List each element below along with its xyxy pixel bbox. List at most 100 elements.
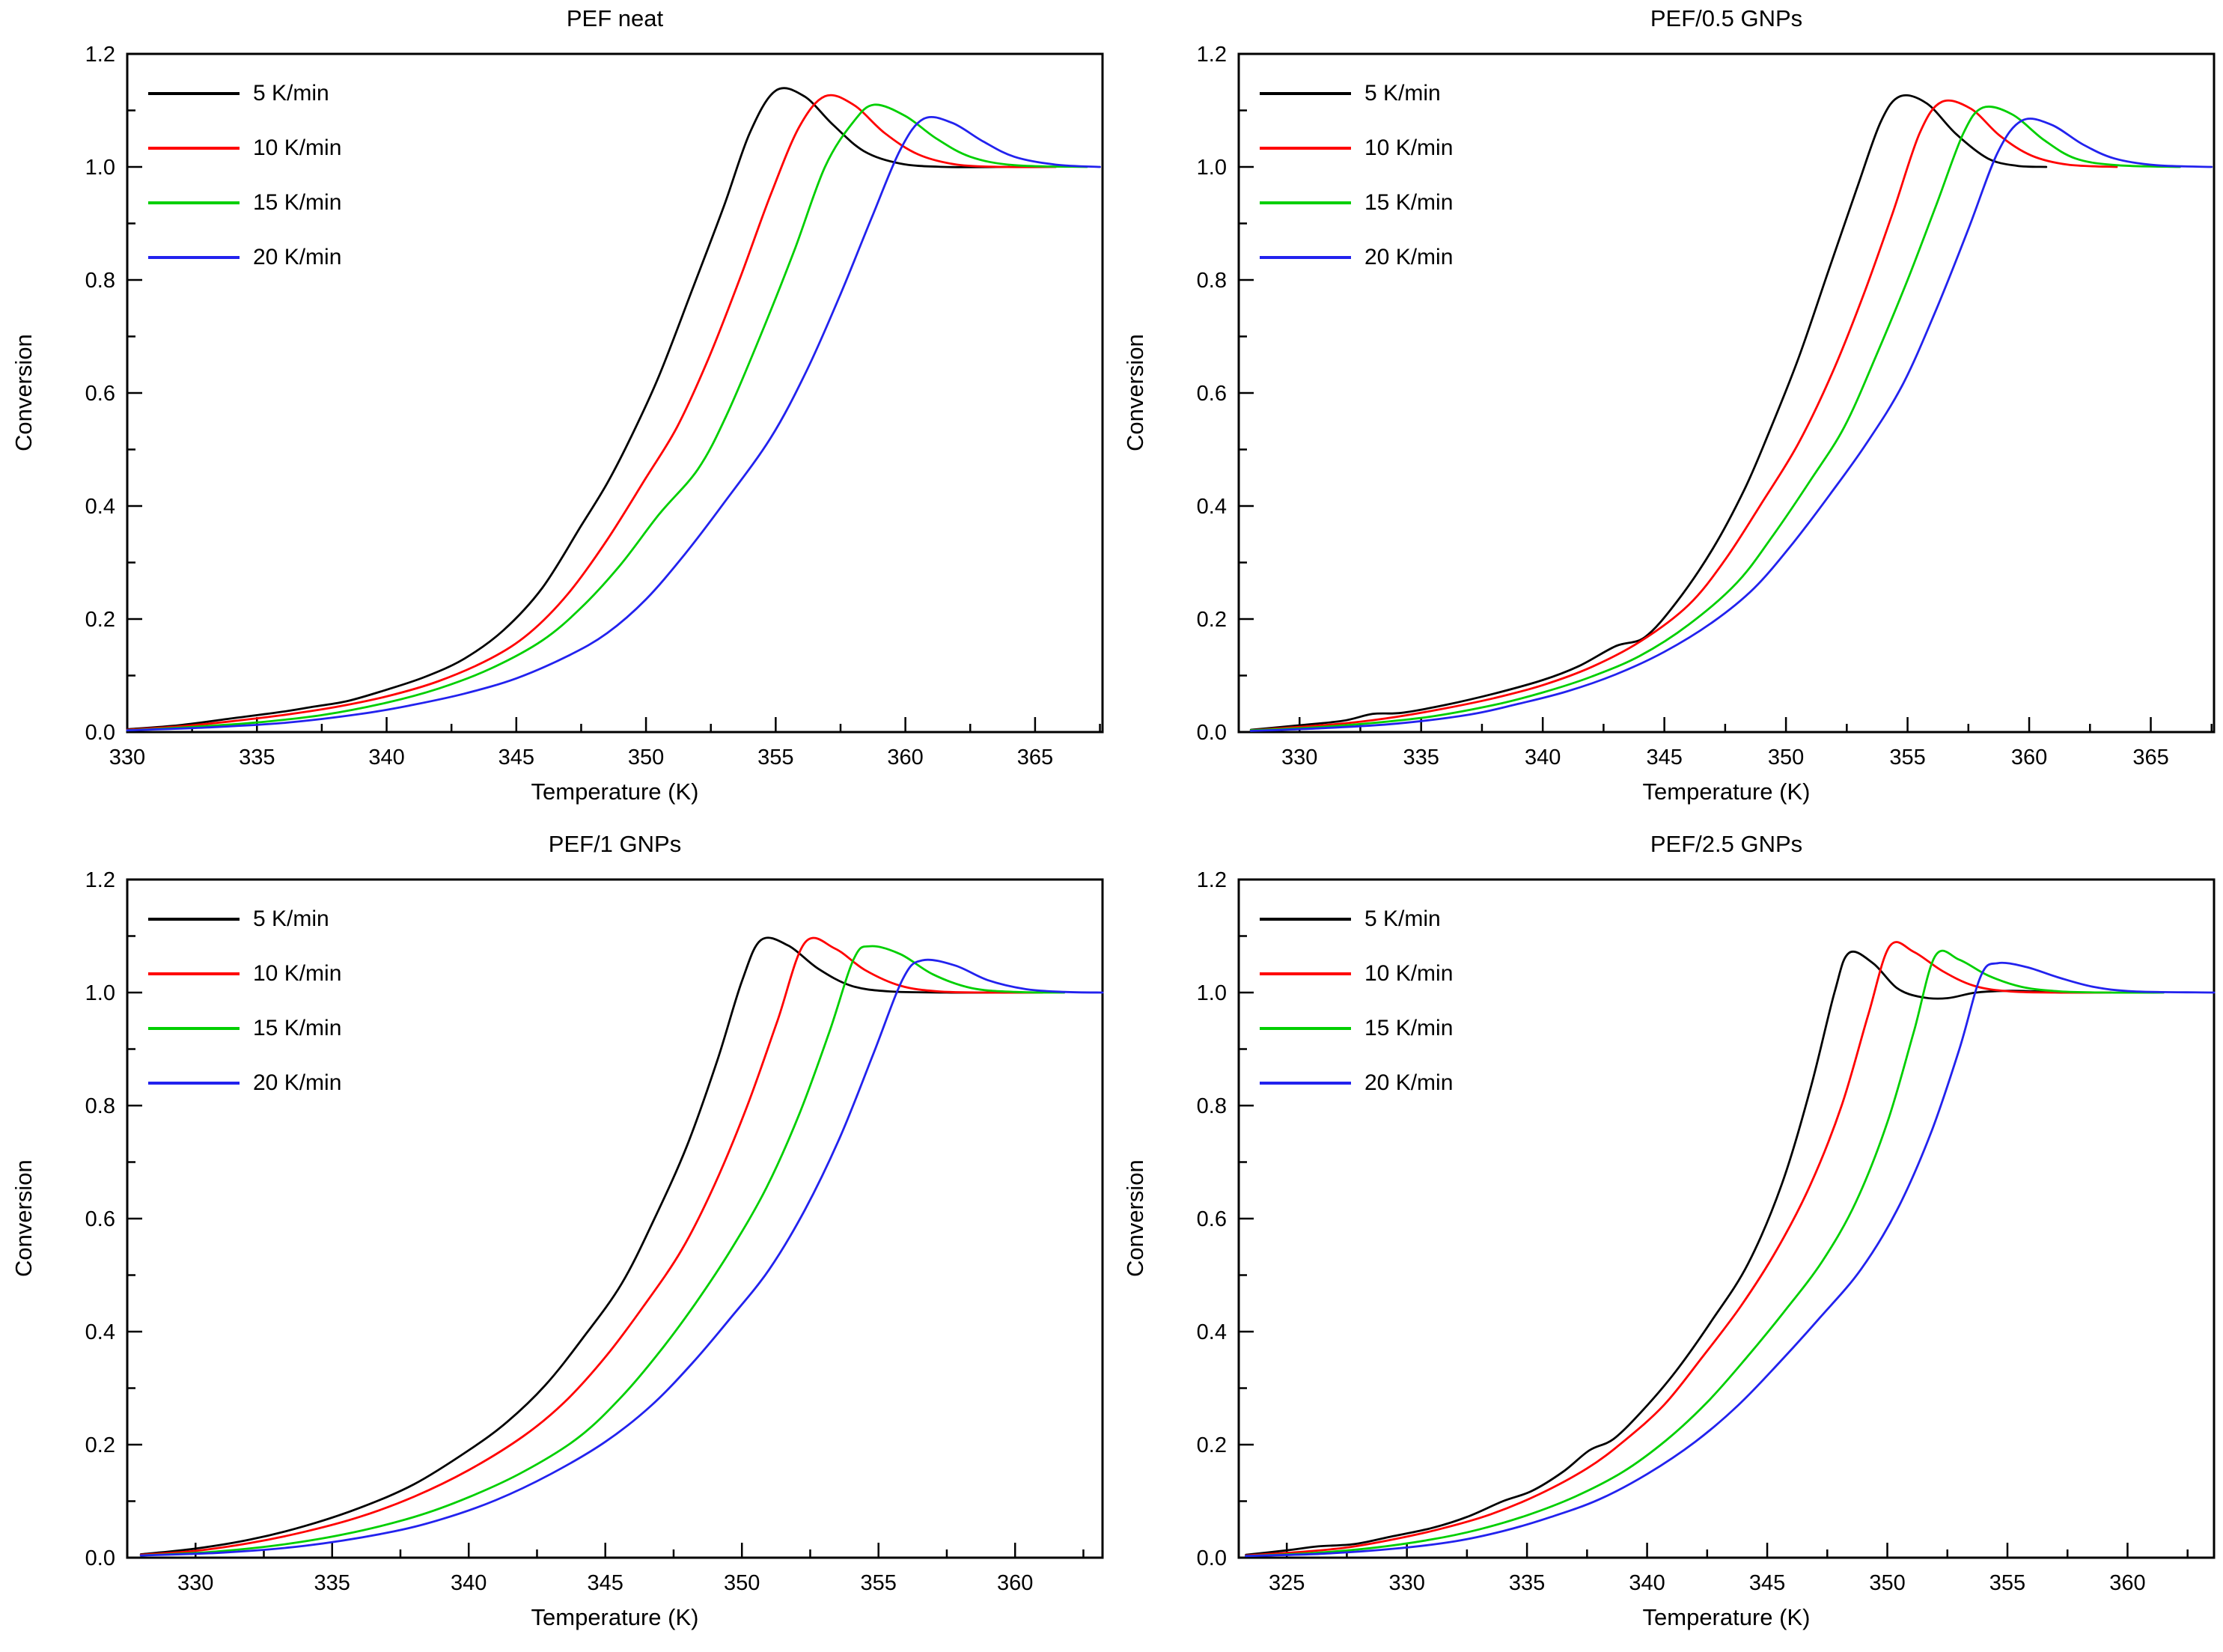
legend-label: 5 K/min — [1364, 906, 1441, 931]
y-tick-label: 0.0 — [1197, 1546, 1227, 1570]
legend-line-swatch — [1260, 146, 1351, 150]
x-tick-label: 335 — [314, 1571, 350, 1595]
legend-item-10kmin: 10 K/min — [1260, 946, 1453, 1001]
x-tick-label: 330 — [177, 1571, 213, 1595]
plot-area-pef-1-gnps: 330 335 340 345 350 355 360 0.0 0.2 0.4 0.6 0.8 1.0 1… — [85, 868, 1104, 1595]
x-tick-label: 360 — [2011, 746, 2047, 769]
y-tick-label: 0.6 — [1197, 382, 1227, 406]
x-axis-label: Temperature (K) — [531, 778, 699, 805]
legend-line-swatch — [148, 1026, 240, 1030]
y-tick-label: 0.4 — [1197, 1320, 1227, 1344]
y-tick-label: 0.2 — [85, 608, 115, 632]
legend: 5 K/min 10 K/min 15 K/min 20 K/min — [148, 66, 341, 284]
y-tick-label: 0.2 — [1197, 1433, 1227, 1457]
y-tick-label: 1.2 — [85, 43, 115, 67]
x-axis-label: Temperature (K) — [1642, 1604, 1811, 1630]
legend-label: 20 K/min — [1364, 1070, 1454, 1095]
legend-label: 20 K/min — [253, 244, 342, 269]
chart-title: PEF neat — [566, 5, 664, 31]
series-line-20-k-min — [126, 115, 1101, 732]
series-line-20-k-min — [139, 958, 1104, 1557]
y-tick-label: 0.6 — [85, 382, 115, 406]
y-tick-label: 0.8 — [1197, 269, 1227, 293]
y-axis-label: Conversion — [10, 1159, 37, 1278]
legend-item-15kmin: 15 K/min — [148, 1001, 341, 1055]
legend-label: 10 K/min — [1364, 135, 1454, 160]
series-line-5-k-min — [1249, 94, 2048, 731]
legend-label: 10 K/min — [253, 960, 342, 986]
x-tick-label: 335 — [1509, 1571, 1545, 1595]
y-tick-label: 1.0 — [85, 156, 115, 180]
legend-label: 5 K/min — [253, 906, 329, 931]
series-line-10-k-min — [1245, 941, 2112, 1557]
legend-line-swatch — [148, 917, 240, 921]
y-axis-label: Conversion — [10, 334, 37, 452]
legend-line-swatch — [1260, 1026, 1351, 1030]
x-tick-label: 355 — [1989, 1571, 2025, 1595]
x-tick-label: 365 — [2132, 746, 2168, 769]
y-tick-label: 1.2 — [85, 868, 115, 892]
legend: 5 K/min 10 K/min 15 K/min 20 K/min — [148, 891, 341, 1110]
chart-title: PEF/2.5 GNPs — [1650, 831, 1803, 857]
y-tick-label: 1.0 — [1197, 981, 1227, 1005]
x-tick-label: 355 — [1889, 746, 1925, 769]
y-tick-label: 1.2 — [1197, 43, 1227, 67]
legend-label: 5 K/min — [253, 80, 329, 106]
legend-label: 5 K/min — [1364, 80, 1441, 106]
legend-label: 15 K/min — [1364, 1015, 1454, 1040]
legend-line-swatch — [1260, 917, 1351, 921]
legend-item-5kmin: 5 K/min — [1260, 66, 1453, 121]
legend-label: 20 K/min — [1364, 244, 1454, 269]
series-line-15-k-min — [126, 103, 1088, 732]
x-tick-label: 365 — [1017, 746, 1053, 769]
legend-item-20kmin: 20 K/min — [148, 1055, 341, 1110]
y-tick-label: 1.2 — [1197, 868, 1227, 892]
y-tick-label: 0.8 — [1197, 1094, 1227, 1118]
legend-label: 20 K/min — [253, 1070, 342, 1095]
x-tick-label: 350 — [724, 1571, 760, 1595]
legend: 5 K/min 10 K/min 15 K/min 20 K/min — [1260, 891, 1453, 1110]
x-tick-label: 360 — [2109, 1571, 2145, 1595]
legend-line-swatch — [148, 146, 240, 150]
legend-item-10kmin: 10 K/min — [148, 946, 341, 1001]
x-tick-label: 330 — [1281, 746, 1317, 769]
y-axis-label: Conversion — [1122, 334, 1148, 452]
legend-line-swatch — [1260, 91, 1351, 95]
x-tick-label: 325 — [1269, 1571, 1305, 1595]
legend-line-swatch — [1260, 201, 1351, 204]
series-line-15-k-min — [139, 945, 1066, 1557]
plot-area-pef-neat: 330 335 340 345 350 355 360 365 0.0 0.2 0.4 0.6 0.8 1… — [85, 43, 1104, 769]
legend-item-15kmin: 15 K/min — [1260, 175, 1453, 230]
series-line-5-k-min — [1245, 950, 2064, 1556]
x-tick-label: 340 — [1629, 1571, 1665, 1595]
x-tick-label: 350 — [1869, 1571, 1905, 1595]
x-tick-label: 340 — [1525, 746, 1561, 769]
y-tick-label: 0.4 — [85, 1320, 115, 1344]
plot-area-pef-0-5-gnps: 330 335 340 345 350 355 360 365 0.0 0.2 0.4 0.6 0.8 1… — [1197, 43, 2216, 769]
x-tick-label: 360 — [997, 1571, 1033, 1595]
legend-label: 15 K/min — [253, 1015, 342, 1040]
series-line-5-k-min — [139, 936, 1011, 1555]
legend-item-10kmin: 10 K/min — [148, 121, 341, 175]
legend-item-15kmin: 15 K/min — [1260, 1001, 1453, 1055]
legend-item-20kmin: 20 K/min — [1260, 1055, 1453, 1110]
x-axis-label: Temperature (K) — [531, 1604, 699, 1630]
y-tick-label: 0.6 — [85, 1207, 115, 1231]
chart-panel-pef-1-gnps: 330 335 340 345 350 355 360 0.0 0.2 0.4 0.6 0.8 1.0 1… — [0, 826, 1112, 1651]
series-line-15-k-min — [1249, 105, 2181, 732]
y-tick-label: 0.0 — [85, 721, 115, 745]
legend-item-15kmin: 15 K/min — [148, 175, 341, 230]
x-tick-label: 355 — [757, 746, 793, 769]
x-tick-label: 350 — [1768, 746, 1804, 769]
x-tick-label: 360 — [887, 746, 923, 769]
x-tick-label: 330 — [1388, 1571, 1424, 1595]
legend-label: 10 K/min — [1364, 960, 1454, 986]
legend-line-swatch — [148, 1081, 240, 1085]
y-tick-label: 0.0 — [1197, 721, 1227, 745]
chart-panel-pef-2-5-gnps: 325 330 335 340 345 350 355 360 0.0 0.2 0.4 0.6 0.8 1… — [1112, 826, 2223, 1651]
x-tick-label: 355 — [861, 1571, 897, 1595]
chart-panel-pef-0-5-gnps: 330 335 340 345 350 355 360 365 0.0 0.2 0.4 0.6 0.8 1… — [1112, 0, 2223, 826]
x-tick-label: 345 — [498, 746, 534, 769]
y-tick-label: 0.2 — [85, 1433, 115, 1457]
legend-line-swatch — [148, 255, 240, 259]
